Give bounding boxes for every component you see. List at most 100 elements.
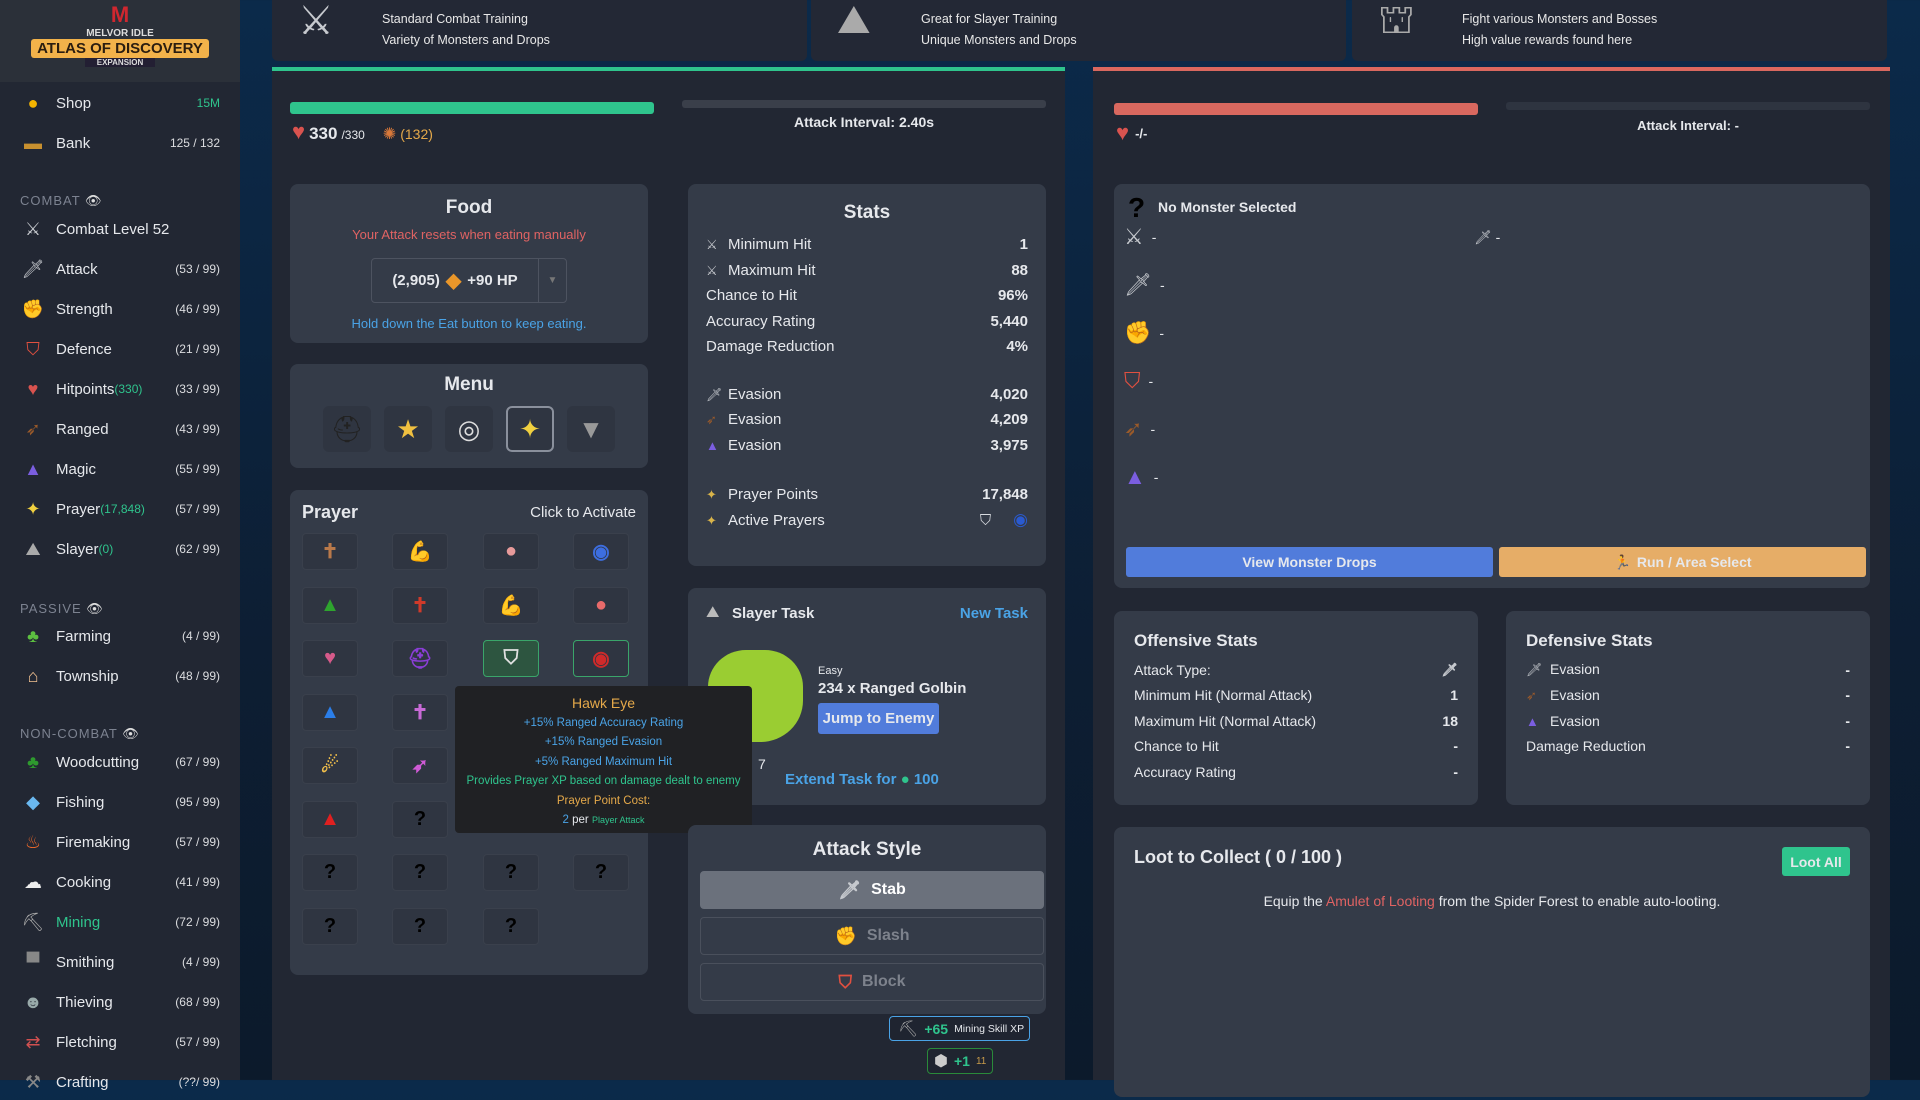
new-task-link[interactable]: New Task — [959, 605, 1028, 622]
prayer-button[interactable]: 💪 — [483, 586, 539, 624]
sidebar-item-cooking[interactable]: ☁ Cooking (41 / 99) — [0, 864, 240, 900]
prayer-button[interactable]: ♥ — [302, 640, 358, 677]
menu-button-helmet[interactable]: ⛑ — [323, 406, 371, 452]
shield-icon: ⛉ — [1124, 368, 1141, 393]
prayer-button[interactable]: ⛉ — [483, 640, 539, 677]
view-monster-drops-button[interactable]: View Monster Drops — [1126, 547, 1493, 577]
sidebar-item-prayer[interactable]: ✦ Prayer (17,848) (57 / 99) — [0, 491, 240, 527]
eye-icon[interactable]: 👁 — [81, 601, 104, 616]
extend-task-link[interactable]: Extend Task for ● 100 — [785, 771, 939, 788]
sidebar-item-smithing[interactable]: ▀ Smithing (4 / 99) — [0, 944, 240, 980]
prayer-button[interactable]: ✝ — [392, 693, 448, 731]
slayer-task-card: ⛰ Slayer Task New Task Easy 234 x Ranged… — [688, 588, 1046, 805]
jump-to-enemy-button[interactable]: Jump to Enemy — [818, 703, 939, 734]
prayer-button[interactable]: ◉ — [573, 533, 629, 570]
sidebar-item-hitpoints[interactable]: ♥ Hitpoints (330) (33 / 99) — [0, 371, 240, 407]
sidebar-section-non-combat[interactable]: NON-COMBAT 👁 — [20, 726, 140, 741]
prayer-button[interactable]: ? — [573, 854, 629, 891]
prayer-button[interactable]: ? — [302, 907, 358, 945]
wizard-hat-icon: ▲ — [706, 437, 719, 453]
player-hp: ♥ 330/330 ✺ (132) — [292, 119, 433, 144]
attack-style-block[interactable]: ⛉ Block — [700, 963, 1044, 1001]
prayer-button[interactable]: ✝ — [392, 586, 448, 624]
game-logo[interactable]: M MELVOR IDLE ATLAS OF DISCOVERY EXPANSI… — [0, 0, 240, 82]
sidebar-item-bank[interactable]: ▬ Bank 125 / 132 — [0, 125, 240, 161]
prayer-button[interactable]: ● — [573, 586, 629, 624]
attack-style-stab[interactable]: 🗡 Stab — [700, 871, 1044, 909]
prayer-button[interactable]: ▲ — [302, 800, 358, 838]
bicep-icon: ✊ — [834, 925, 857, 946]
amulet-of-looting-link[interactable]: Amulet of Looting — [1325, 893, 1435, 909]
sidebar-item-mining[interactable]: ⛏ Mining (72 / 99) — [21, 911, 220, 932]
loot-card: Loot to Collect ( 0 / 100 ) Loot All Equ… — [1114, 827, 1870, 1097]
sidebar-item-fletching[interactable]: ⇄ Fletching (57 / 99) — [0, 1024, 240, 1060]
sidebar-item-thieving[interactable]: ☻ Thieving (68 / 99) — [0, 984, 240, 1020]
sword-icon: 🗡 — [1441, 662, 1458, 678]
prayer-button[interactable]: ? — [483, 854, 539, 891]
prayer-button[interactable]: ▲ — [302, 693, 358, 731]
sidebar: M MELVOR IDLE ATLAS OF DISCOVERY EXPANSI… — [0, 0, 240, 1092]
combat-area-card[interactable]: ⛰ Great for Slayer Training Unique Monster… — [811, 0, 1346, 61]
sidebar-item-magic[interactable]: ▲ Magic (55 / 99) — [0, 451, 240, 487]
prayer-button[interactable]: ☄ — [302, 747, 358, 784]
dungeon-door-icon: ⛫ — [1378, 0, 1415, 42]
sidebar-section-combat[interactable]: COMBAT 👁 — [20, 193, 103, 208]
sidebar-item-attack[interactable]: 🗡 Attack (53 / 99) — [21, 258, 220, 279]
menu-button-wind[interactable]: ◎ — [445, 406, 493, 452]
fire-icon: ♨ — [24, 831, 42, 852]
sword-icon: 🗡 — [21, 258, 45, 279]
prayer-icon: ✝ — [321, 541, 339, 563]
sidebar-item-woodcutting[interactable]: ♣ Woodcutting (67 / 99) — [0, 744, 240, 780]
sidebar-item-shop[interactable]: ● Shop 15M — [0, 85, 240, 121]
prayer-button[interactable]: ▲ — [302, 586, 358, 624]
enemy-stat: ➶ - — [1124, 416, 1156, 441]
combat-area-card[interactable]: ⛫ Fight various Monsters and Bosses High v… — [1352, 0, 1887, 61]
menu-button-prayer-sparkle[interactable]: ✦ — [506, 406, 554, 452]
eye-icon[interactable]: 👁 — [80, 193, 103, 208]
sidebar-item-township[interactable]: ⌂ Township (48 / 99) — [0, 658, 240, 694]
enemy-stat: ⛉ - — [1124, 368, 1154, 393]
prayer-button[interactable]: ? — [392, 854, 448, 891]
attack-style-slash[interactable]: ✊ Slash — [700, 917, 1044, 955]
sidebar-item-slayer[interactable]: ⛰ Slayer (0) (62 / 99) — [0, 531, 240, 567]
stat-row: Damage Reduction - — [1526, 738, 1850, 755]
sidebar-section-passive[interactable]: PASSIVE 👁 — [20, 601, 104, 616]
sidebar-item-ranged[interactable]: ➶ Ranged (43 / 99) — [0, 411, 240, 447]
enemy-stat: ▲ - — [1124, 464, 1159, 489]
sidebar-item-firemaking[interactable]: ♨ Firemaking (57 / 99) — [0, 824, 240, 860]
prayer-button[interactable]: ? — [302, 854, 358, 891]
prayer-button[interactable]: ◉ — [573, 640, 629, 677]
sidebar-item-defence[interactable]: ⛉ Defence (21 / 99) — [0, 331, 240, 367]
prayer-button[interactable]: ➶ — [392, 747, 448, 784]
prayer-button[interactable]: ⛑ — [392, 640, 448, 677]
sword-icon: 🗡 — [1474, 229, 1492, 245]
sidebar-item-combat[interactable]: ⚔ Combat Level 52 — [0, 211, 240, 247]
eat-food-button[interactable]: (2,905) ◆ +90 HP ▼ — [371, 258, 567, 303]
combat-area-card[interactable]: ⚔ Standard Combat Training Variety of Mons… — [272, 0, 807, 61]
prayer-button[interactable]: 💪 — [392, 533, 448, 570]
active-prayer-shield-icon: ⛉ — [979, 512, 992, 530]
prayer-button[interactable]: ● — [483, 533, 539, 570]
eye-icon[interactable]: 👁 — [117, 726, 140, 741]
enemy-hp-bar — [1114, 103, 1478, 115]
menu-button-wolf[interactable]: ▼ — [567, 406, 615, 452]
sword-icon: 🗡 — [838, 879, 862, 900]
prayer-button[interactable]: ✝ — [302, 533, 358, 570]
defensive-stats-card: Defensive Stats 🗡 Evasion - ➶ Evasion - ▲ Evasi… — [1506, 611, 1870, 805]
wolf-icon: ▼ — [578, 413, 604, 444]
player-attack-bar — [682, 100, 1046, 108]
food-dropdown-chevron-icon[interactable]: ▼ — [538, 259, 566, 302]
sidebar-item-strength[interactable]: ✊ Strength (46 / 99) — [21, 298, 220, 319]
sidebar-item-fishing[interactable]: ◆ Fishing (95 / 99) — [0, 784, 240, 820]
menu-button-spellbook[interactable]: ★ — [384, 406, 432, 452]
arrows-icon: ⇄ — [25, 1031, 41, 1052]
run-area-select-button[interactable]: 🏃 Run / Area Select — [1499, 547, 1866, 577]
prayer-button[interactable]: ? — [483, 907, 539, 945]
loot-message: Equip the Amulet of Looting from the Spi… — [1263, 893, 1721, 909]
prayer-button[interactable]: ? — [392, 800, 448, 838]
sidebar-item-farming[interactable]: ♣ Farming (4 / 99) — [0, 618, 240, 654]
sidebar-item-crafting[interactable]: ⚒ Crafting (??/ 99) — [0, 1064, 240, 1100]
sparkle-icon: ✦ — [706, 512, 717, 528]
prayer-button[interactable]: ? — [392, 907, 448, 945]
loot-all-button[interactable]: Loot All — [1782, 847, 1850, 876]
